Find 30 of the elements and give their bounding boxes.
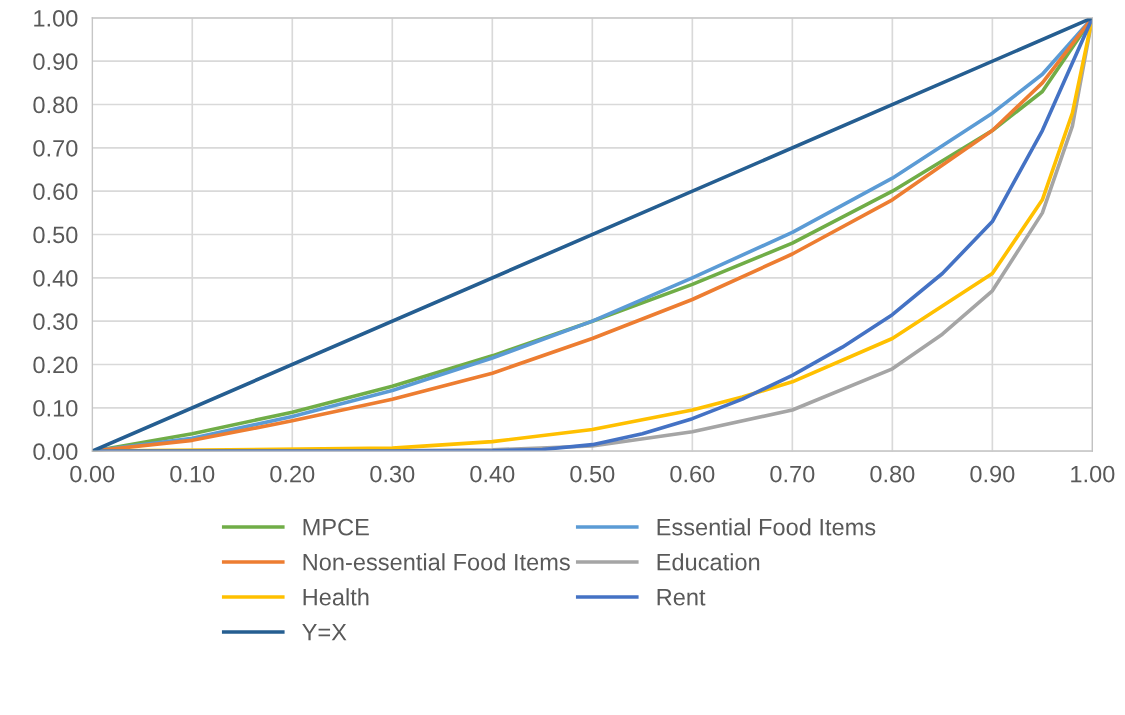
- y-tick-label: 0.30: [33, 313, 78, 330]
- x-tick-label: 1.00: [1071, 465, 1115, 483]
- legend-label: Y=X: [302, 624, 347, 641]
- y-tick-label: 0.60: [33, 183, 78, 200]
- y-tick-label: 0.70: [33, 139, 78, 157]
- x-tick-label: 0.50: [570, 465, 615, 483]
- y-tick-label: 0.90: [33, 53, 78, 70]
- legend-label: Rent: [657, 589, 706, 606]
- x-tick-label: 0.30: [370, 465, 415, 483]
- line-series: [92, 17, 1093, 452]
- y-tick-label: 0.20: [33, 356, 78, 374]
- legend-label: Health: [303, 588, 369, 606]
- x-tick-label: 0.40: [470, 465, 515, 483]
- y-tick-label: 0.80: [33, 96, 78, 114]
- x-tick-label: 0.20: [270, 465, 315, 483]
- x-tick-label: 0.80: [870, 465, 915, 483]
- y-tick-label: 0.40: [33, 269, 78, 287]
- y-tick-label: 0.00: [33, 443, 78, 460]
- legend-label: Education: [657, 553, 760, 571]
- x-tick-label: 0.00: [70, 465, 115, 483]
- legend-label: Non-essential Food Items: [303, 553, 570, 571]
- legend-label: MPCE: [303, 518, 369, 536]
- x-tick-label: 0.10: [170, 465, 215, 483]
- y-tick-label: 1.00: [34, 9, 78, 27]
- y-tick-label: 0.10: [33, 399, 78, 417]
- y-tick-label: 0.50: [33, 226, 78, 244]
- x-tick-label: 0.70: [770, 465, 815, 483]
- x-tick-label: 0.90: [970, 465, 1015, 483]
- x-tick-label: 0.60: [670, 465, 715, 483]
- legend-label: Essential Food Items: [657, 518, 876, 536]
